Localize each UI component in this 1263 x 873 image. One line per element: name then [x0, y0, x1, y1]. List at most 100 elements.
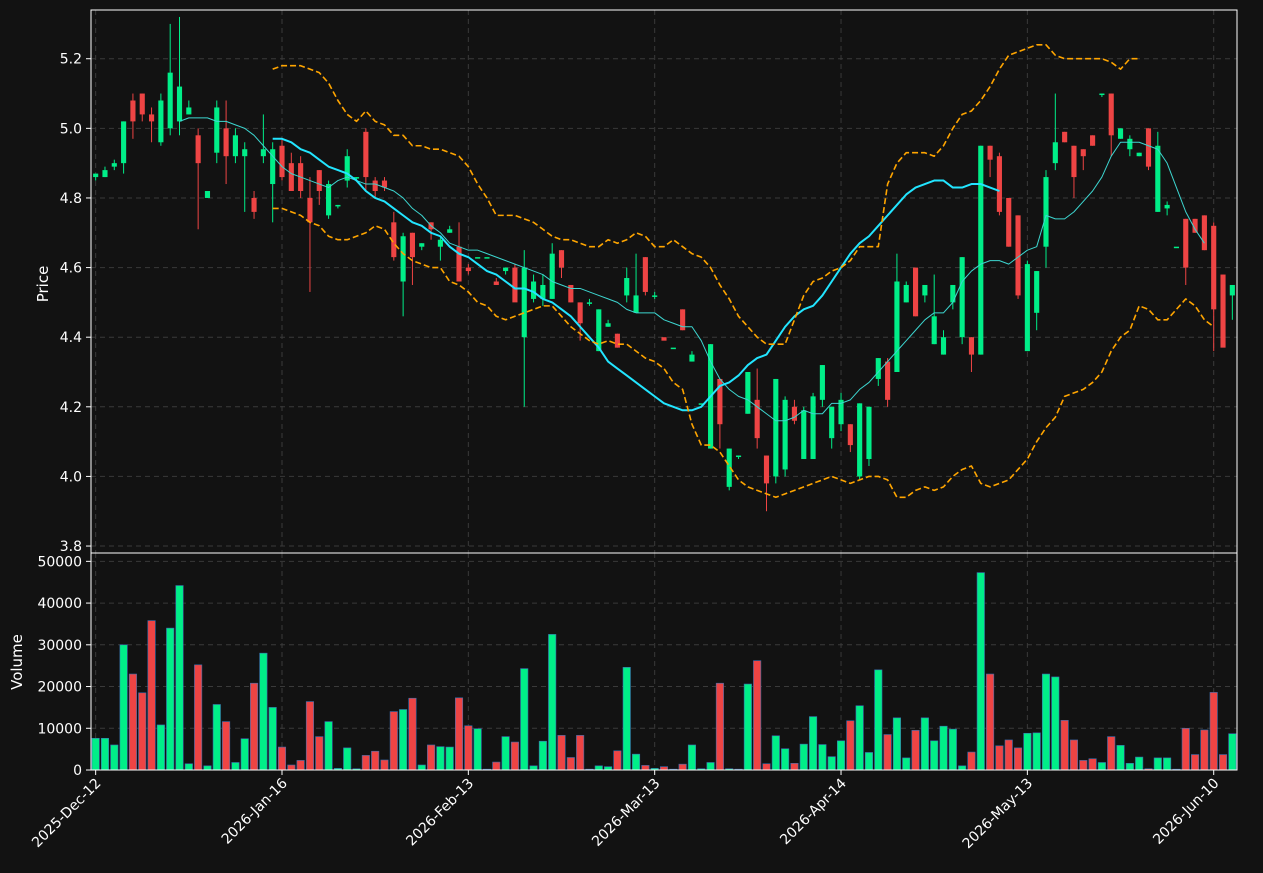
volume-bar [920, 717, 929, 771]
candle-body [754, 399, 760, 439]
volume-bar [1153, 757, 1162, 771]
price-tick-label: 4.2 [60, 400, 82, 416]
candle-body [530, 281, 537, 299]
volume-bar [678, 763, 687, 771]
candle-body [968, 337, 975, 355]
volume-bar [501, 736, 510, 771]
candle-body [260, 149, 266, 157]
price-tick-label: 4.6 [60, 261, 82, 277]
candle-body [763, 455, 770, 484]
candle-body [93, 173, 99, 178]
candle-body [1071, 145, 1077, 178]
candle-body [400, 236, 406, 282]
candle-body [549, 253, 555, 299]
volume-bar [1163, 757, 1172, 771]
volume-bar [445, 746, 454, 771]
candle-body [773, 378, 779, 477]
candle-body [558, 250, 565, 268]
volume-bar [1023, 732, 1032, 771]
volume-bar [175, 585, 184, 771]
volume-bar [799, 743, 808, 771]
volume-bar [557, 735, 566, 771]
volume-bar [1014, 747, 1023, 771]
bollinger-upper-line [272, 44, 1140, 345]
volume-bar [1125, 763, 1134, 771]
candle-body [680, 309, 686, 331]
volume-axis-label: Volume [8, 634, 26, 690]
candle-body [316, 170, 322, 191]
volume-bar [836, 740, 846, 771]
candle-body [1136, 152, 1142, 157]
candle-body [540, 284, 546, 299]
candle-body [605, 323, 611, 327]
candle-body [950, 284, 956, 303]
volume-bar [240, 738, 249, 771]
volume-bar [632, 753, 641, 771]
candle-body [717, 378, 723, 425]
volume-bar [958, 765, 967, 771]
candle-body [1043, 177, 1049, 247]
candle-body [465, 267, 471, 272]
candle-body [810, 396, 816, 460]
price-tick-label: 5.2 [60, 52, 82, 68]
volume-bar [622, 667, 631, 771]
volume-bar [203, 765, 212, 771]
candle-body [996, 156, 1002, 212]
volume-bar [1088, 758, 1097, 771]
candle-body [409, 232, 416, 258]
volume-bar [250, 682, 259, 771]
price-axis-ticks: 3.8 4.0 4.2 4.4 4.6 4.8 5.0 5.2 [60, 52, 91, 555]
volume-bar [194, 664, 203, 771]
volume-bar [687, 744, 696, 771]
price-tick-label: 4.0 [60, 469, 82, 485]
volume-bar [510, 741, 519, 771]
price-tick-label: 5.0 [60, 121, 82, 137]
volume-bar [408, 697, 417, 771]
candle-body [512, 267, 518, 303]
candle-body [1006, 197, 1012, 247]
volume-bar [399, 709, 408, 771]
volume-bar [874, 669, 883, 771]
candle-body [419, 243, 425, 247]
volume-bar [1097, 762, 1106, 771]
volume-bar [1191, 754, 1200, 771]
volume-bar [1041, 673, 1051, 771]
volume-bar [324, 721, 333, 771]
volume-bar [967, 751, 976, 771]
price-tick-label: 4.8 [60, 191, 82, 207]
candle-body [130, 100, 136, 122]
volume-bar [883, 734, 892, 771]
candle-body [857, 403, 863, 477]
candle-body [353, 177, 360, 179]
candle-body [577, 302, 583, 324]
volume-bar [296, 760, 305, 771]
volume-bar [781, 748, 790, 771]
volume-bar [212, 704, 221, 771]
candle-body [652, 295, 658, 297]
candle-body [437, 239, 443, 247]
candle-body [1062, 131, 1068, 143]
candle-body [586, 302, 593, 304]
candle-body [689, 354, 695, 362]
volume-bar [939, 725, 948, 771]
candle-body [363, 131, 369, 178]
candle-body [801, 410, 807, 460]
candle-body [242, 149, 248, 157]
candle-body [326, 184, 332, 216]
candle-body [1173, 246, 1180, 249]
volume-tick-label: 40000 [37, 596, 82, 612]
candle-body [503, 267, 509, 272]
volume-bar [417, 764, 426, 771]
volume-bar [594, 765, 603, 771]
candle-body [279, 145, 285, 178]
candle-body [1201, 215, 1207, 251]
volume-bar [361, 755, 370, 771]
volume-bar [231, 762, 240, 771]
volume-bar [110, 744, 119, 771]
volume-bar [659, 766, 669, 771]
volume-bar [576, 735, 585, 771]
candle-body [1117, 128, 1124, 139]
volume-bar [184, 763, 193, 771]
volume-bar [529, 765, 538, 771]
candle-body [456, 246, 462, 282]
